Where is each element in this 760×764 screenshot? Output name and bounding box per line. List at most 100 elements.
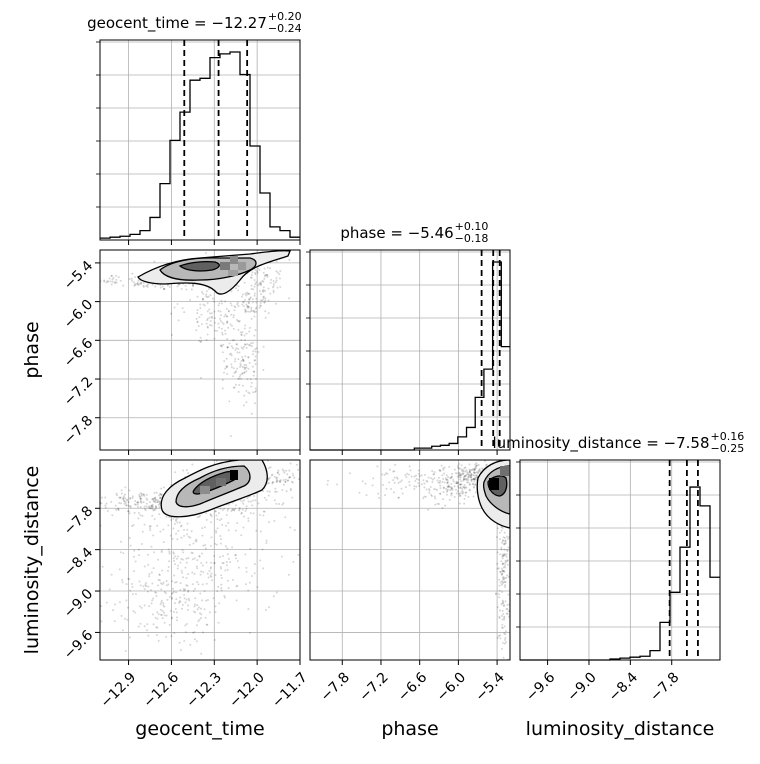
sample-point (203, 608, 206, 611)
sample-point (474, 491, 477, 494)
sample-point (156, 524, 159, 527)
sample-point (206, 317, 209, 320)
sample-point (257, 351, 260, 354)
sample-point (238, 375, 241, 378)
sample-point (183, 589, 186, 592)
sample-point (185, 557, 188, 560)
sample-point (436, 488, 439, 491)
sample-point (512, 477, 514, 479)
sample-point (501, 626, 504, 629)
sample-point (139, 497, 142, 500)
sample-point (259, 281, 262, 284)
sample-point (254, 391, 257, 394)
sample-point (392, 470, 395, 473)
sample-point (205, 561, 208, 564)
sample-point (268, 521, 271, 524)
sample-point (178, 521, 181, 524)
sample-point (250, 308, 253, 311)
sample-point (225, 514, 228, 517)
panel-background (310, 250, 510, 450)
sample-point (202, 544, 205, 547)
sample-point (280, 555, 283, 558)
sample-point (501, 569, 504, 572)
sample-point (246, 306, 249, 309)
sample-point (242, 301, 245, 304)
sample-point (151, 599, 154, 602)
sample-point (468, 470, 471, 473)
sample-point (199, 607, 202, 610)
density-cell (220, 262, 230, 270)
sample-point (462, 470, 465, 473)
sample-point (152, 509, 155, 512)
sample-point (241, 372, 244, 375)
sample-point (151, 504, 154, 507)
y-tick-label: −9.6 (61, 627, 96, 662)
sample-point (398, 496, 401, 499)
sample-point (461, 492, 464, 495)
sample-point (247, 391, 250, 394)
sample-point (500, 526, 503, 529)
sample-point (264, 273, 267, 276)
sample-point (443, 481, 446, 484)
sample-point (115, 508, 118, 511)
sample-point (183, 597, 186, 600)
sample-point (220, 577, 223, 580)
sample-point (272, 595, 275, 598)
sample-point (210, 579, 213, 582)
sample-point (199, 303, 202, 306)
sample-point (241, 372, 244, 375)
sample-point (437, 481, 440, 484)
sample-point (272, 279, 275, 282)
sample-point (476, 464, 479, 467)
sample-point (470, 474, 473, 477)
sample-point (194, 587, 197, 590)
sample-point (470, 473, 473, 476)
sample-point (266, 273, 269, 276)
sample-point (252, 370, 255, 373)
sample-point (147, 585, 150, 588)
density-panel-phase-luminosity_distance (326, 460, 514, 660)
sample-point (214, 510, 217, 513)
sample-point (291, 481, 294, 484)
sample-point (275, 478, 278, 481)
sample-point (244, 509, 247, 512)
sample-point (159, 530, 162, 533)
sample-point (410, 475, 413, 478)
sample-point (190, 288, 193, 291)
sample-point (254, 272, 257, 275)
sample-point (234, 507, 237, 510)
sample-point (506, 604, 509, 607)
sample-point (401, 492, 404, 495)
sample-point (463, 475, 466, 478)
sample-point (255, 310, 258, 313)
sample-point (378, 496, 381, 499)
sample-point (244, 339, 247, 342)
sample-point (131, 495, 134, 498)
sample-point (143, 523, 146, 526)
sample-point (199, 341, 202, 344)
sample-point (442, 487, 445, 490)
sample-point (221, 562, 224, 565)
sample-point (462, 472, 465, 475)
sample-point (184, 566, 187, 569)
sample-point (144, 582, 147, 585)
sample-point (155, 591, 158, 594)
sample-point (200, 323, 203, 326)
sample-point (457, 486, 460, 489)
sample-point (131, 582, 134, 585)
sample-point (460, 480, 463, 483)
sample-point (249, 296, 252, 299)
sample-point (200, 570, 203, 573)
sample-point (119, 497, 122, 500)
sample-point (148, 500, 151, 503)
sample-point (202, 303, 205, 306)
sample-point (244, 343, 247, 346)
sample-point (262, 490, 265, 493)
sample-point (172, 587, 175, 590)
sample-point (178, 641, 181, 644)
sample-point (111, 280, 114, 283)
sample-point (240, 333, 243, 336)
sample-point (263, 496, 266, 499)
sample-point (444, 487, 447, 490)
sample-point (97, 274, 99, 276)
